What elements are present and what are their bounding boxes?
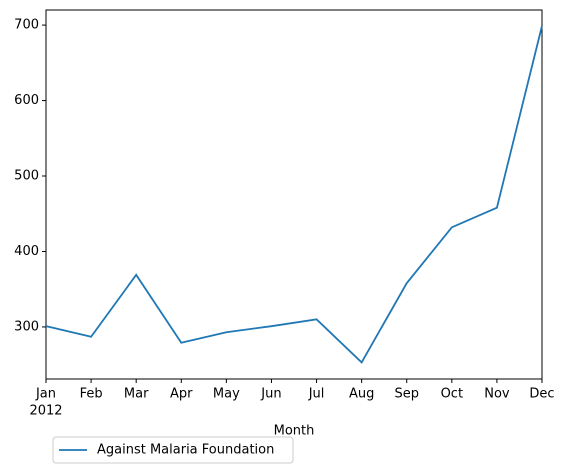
- x-tick-label: Apr: [170, 387, 193, 402]
- x-tick-label: May: [213, 387, 240, 402]
- y-tick-label: 700: [14, 18, 39, 33]
- x-tick-label: Oct: [441, 387, 463, 402]
- x-axis-label: Month: [274, 424, 315, 439]
- x-tick-label: Nov: [484, 387, 510, 402]
- x-tick-label: Jul: [308, 387, 325, 402]
- x-year-label: 2012: [29, 404, 62, 419]
- x-tick-label: Aug: [349, 387, 374, 402]
- y-tick-label: 600: [14, 93, 39, 108]
- legend-label: Against Malaria Foundation: [97, 443, 274, 458]
- x-tick-label: Jan: [35, 387, 56, 402]
- x-tick-label: Jun: [260, 387, 281, 402]
- plot-frame: [45, 9, 543, 380]
- y-tick-label: 300: [14, 319, 39, 334]
- line-series: [45, 25, 543, 364]
- y-tick-label: 400: [14, 244, 39, 259]
- x-tick-label: Mar: [124, 387, 149, 402]
- x-tick-label: Dec: [529, 387, 554, 402]
- x-tick-label: Sep: [394, 387, 419, 402]
- legend-box: [52, 436, 294, 464]
- x-tick-label: Feb: [80, 387, 103, 402]
- y-tick-label: 500: [14, 169, 39, 184]
